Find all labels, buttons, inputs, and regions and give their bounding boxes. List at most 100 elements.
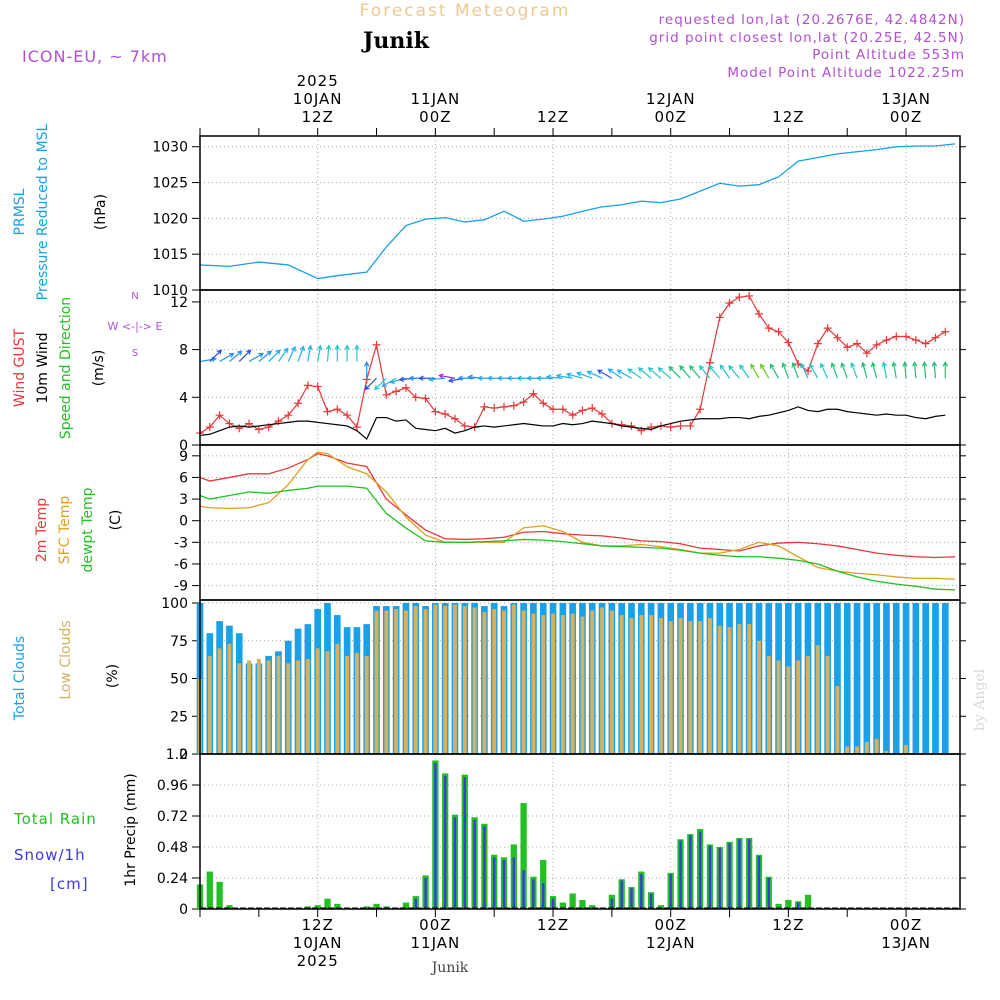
wind-arrow [248,352,264,363]
gust-marker [313,382,322,391]
rain-bar [334,903,341,909]
low-cloud-bar [806,655,810,754]
low-cloud-bar [864,741,869,754]
x-label-bottom: 13JAN [881,934,931,952]
total-cloud-bar [941,603,949,754]
y-tick-label: 1030 [152,140,188,156]
y-tick-label: 0.24 [157,871,188,887]
gust-marker [862,349,871,358]
low-cloud-bar [335,643,340,754]
low-cloud-bar [688,621,693,754]
gust-marker [372,340,381,349]
low-cloud-bar [757,640,761,754]
gust-marker [205,423,214,432]
wind-arrow [800,362,809,379]
rain-bar [402,902,410,909]
total-cloud-bar [932,603,939,754]
gust-marker [804,367,812,376]
x-label-top: 00Z [890,108,922,126]
low-cloud-bar [609,610,614,754]
snow-bar [689,835,692,909]
low-cloud-bar [825,655,830,754]
requested-coords: requested lon,lat (20.2676E, 42.4842N) [659,12,965,28]
y-tick-label: 4 [179,390,188,406]
low-cloud-bar [531,613,536,754]
wind-arrow [881,361,888,379]
rain-bar [569,893,576,909]
gust-marker [598,410,607,418]
label-celsius: (C) [108,510,124,531]
gust-marker [686,421,695,430]
wind-arrow [238,349,252,362]
credit-watermark: by Angel [972,668,988,731]
snow-bar [630,888,633,909]
low-cloud-bar [551,613,555,754]
gust-marker [735,293,744,302]
wind-arrow [689,365,701,379]
wind-arrow [657,367,672,379]
snow-bar [767,878,770,909]
label-pressure-msl: Pressure Reduced to MSL [35,123,51,300]
chart-title: Forecast Meteogram [360,1,571,21]
label-total-clouds: Total Clouds [12,636,28,721]
y-tick-label: 0 [179,438,188,454]
y-tick-label: 75 [170,634,188,650]
label-prmsl: PRMSL [12,188,28,235]
label-speed-direction: Speed and Direction [58,297,74,439]
rain-bar [589,905,596,909]
low-cloud-bar [443,606,448,754]
location-name: Junik [361,28,430,54]
wind-arrow [374,377,387,391]
gust-marker [588,404,597,413]
wind-arrow [750,363,760,379]
low-cloud-bar [796,660,801,754]
low-cloud-bar [492,609,497,754]
snow-bar [718,848,721,909]
snow-bar [473,819,476,909]
x-label-bottom: 12Z [772,916,804,934]
low-cloud-bar [835,686,840,754]
snow-bar [551,898,555,909]
wind-arrow [668,366,681,379]
rain-bar [785,899,792,909]
model-name: ICON-EU, ~ 7km [22,47,168,66]
gust-marker [774,327,783,336]
wind-arrow [728,365,740,379]
y-tick-label: 25 [170,709,188,725]
label-wind-gust: Wind GUST [12,328,28,407]
gust-marker [343,411,352,420]
panel-frame [199,753,961,910]
rain-bar [373,903,380,909]
wind-arrow [637,367,652,379]
wind-arrow [819,362,829,379]
low-cloud-bar [207,655,212,754]
gust-marker [539,399,548,408]
low-cloud-bar [403,610,408,754]
y-tick-label: 6 [179,470,188,486]
snow-bar [512,857,515,909]
gust-marker [401,383,410,392]
snow-bar [747,839,751,909]
gust-marker [676,421,685,430]
low-cloud-bar [904,744,909,754]
snow-bar [453,817,457,909]
low-cloud-bar [296,660,301,754]
low-cloud-bar [541,615,546,754]
wind-arrow [297,345,305,362]
low-cloud-bar [325,651,330,754]
wind-arrow [791,362,799,379]
rain-bar [314,905,321,909]
gust-marker [931,333,940,342]
x-label-top: 12Z [537,108,569,126]
point-altitude: Point Altitude 553m [812,47,965,63]
y-tick-label: 100 [161,596,188,612]
low-cloud-bar [345,655,350,754]
gust-marker [303,381,312,390]
plot-area: 1010 1015 1020 1025 1030 0 4 8 12 9 6 3 0 -3 -6 -9 0 25 50… [152,72,966,970]
gust-marker [813,339,822,348]
y-tick-label: 1.2 [166,747,188,763]
wind-arrow [229,350,243,362]
y-tick-label: 1025 [152,176,188,192]
low-cloud-bar [433,604,438,754]
low-cloud-bar [502,610,506,754]
